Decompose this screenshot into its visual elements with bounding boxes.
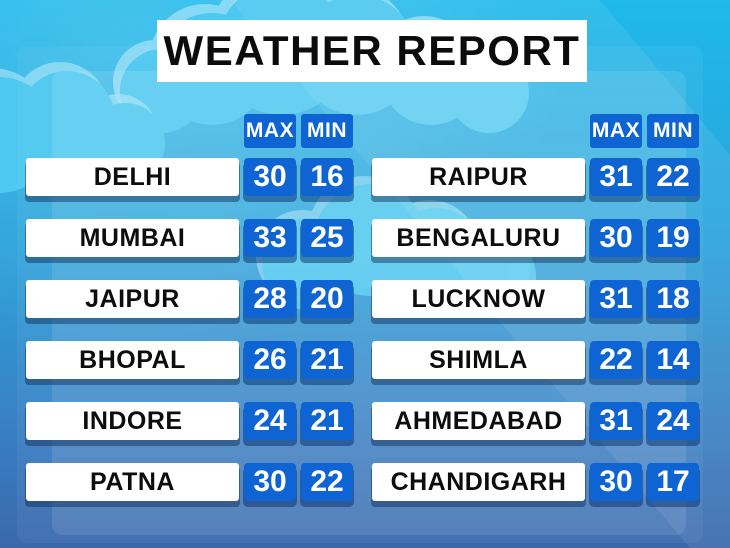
max-header: MAX (590, 114, 642, 148)
max-temp-value: 26 (244, 341, 296, 379)
min-temp-value: 24 (647, 402, 699, 440)
column-header-row: MAX MIN (372, 114, 699, 148)
min-temp-value: 18 (647, 280, 699, 318)
weather-row: SHIMLA 22 14 (372, 341, 699, 379)
min-temp-value: 20 (301, 280, 353, 318)
city-label: BHOPAL (26, 341, 239, 379)
weather-column-left: MAX MIN DELHI 30 16 MUMBAI 33 25 JAIPUR … (26, 114, 353, 524)
city-label: JAIPUR (26, 280, 239, 318)
city-label: SHIMLA (372, 341, 585, 379)
min-temp-value: 17 (647, 463, 699, 501)
max-temp-value: 30 (590, 219, 642, 257)
min-temp-value: 22 (301, 463, 353, 501)
max-header: MAX (244, 114, 296, 148)
weather-row: CHANDIGARH 30 17 (372, 463, 699, 501)
max-temp-value: 31 (590, 402, 642, 440)
max-temp-value: 28 (244, 280, 296, 318)
city-label: CHANDIGARH (372, 463, 585, 501)
weather-row: INDORE 24 21 (26, 402, 353, 440)
weather-row: LUCKNOW 31 18 (372, 280, 699, 318)
max-temp-value: 30 (244, 158, 296, 196)
min-header: MIN (647, 114, 699, 148)
max-temp-value: 24 (244, 402, 296, 440)
max-temp-value: 31 (590, 280, 642, 318)
weather-row: PATNA 30 22 (26, 463, 353, 501)
title-bar: WEATHER REPORT (157, 20, 587, 82)
header-spacer (372, 114, 585, 148)
weather-row: RAIPUR 31 22 (372, 158, 699, 196)
cloud-shape (0, 62, 165, 193)
weather-row: DELHI 30 16 (26, 158, 353, 196)
weather-row: BHOPAL 26 21 (26, 341, 353, 379)
weather-column-right: MAX MIN RAIPUR 31 22 BENGALURU 30 19 LUC… (372, 114, 699, 524)
min-temp-value: 19 (647, 219, 699, 257)
city-label: LUCKNOW (372, 280, 585, 318)
min-temp-value: 14 (647, 341, 699, 379)
max-temp-value: 31 (590, 158, 642, 196)
max-temp-value: 22 (590, 341, 642, 379)
city-label: INDORE (26, 402, 239, 440)
max-temp-value: 30 (590, 463, 642, 501)
max-temp-value: 33 (244, 219, 296, 257)
city-label: BENGALURU (372, 219, 585, 257)
min-temp-value: 16 (301, 158, 353, 196)
weather-row: MUMBAI 33 25 (26, 219, 353, 257)
max-temp-value: 30 (244, 463, 296, 501)
city-label: DELHI (26, 158, 239, 196)
min-temp-value: 21 (301, 341, 353, 379)
column-header-row: MAX MIN (26, 114, 353, 148)
min-temp-value: 25 (301, 219, 353, 257)
header-spacer (26, 114, 239, 148)
page-title: WEATHER REPORT (163, 27, 581, 74)
city-label: MUMBAI (26, 219, 239, 257)
min-header: MIN (301, 114, 353, 148)
weather-row: JAIPUR 28 20 (26, 280, 353, 318)
weather-row: BENGALURU 30 19 (372, 219, 699, 257)
weather-row: AHMEDABAD 31 24 (372, 402, 699, 440)
city-label: PATNA (26, 463, 239, 501)
city-label: AHMEDABAD (372, 402, 585, 440)
min-temp-value: 21 (301, 402, 353, 440)
min-temp-value: 22 (647, 158, 699, 196)
city-label: RAIPUR (372, 158, 585, 196)
